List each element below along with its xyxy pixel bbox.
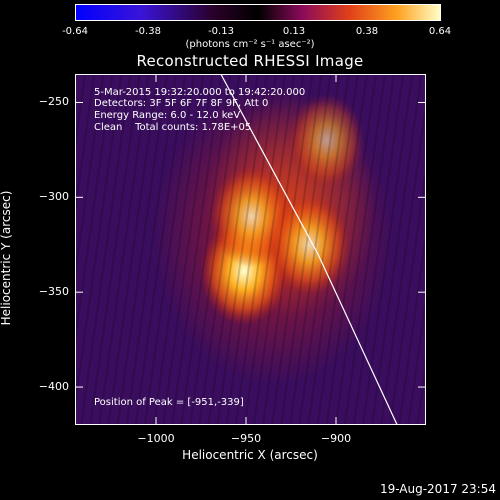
x-tick-label: −900	[320, 432, 352, 445]
heatmap-plot	[75, 74, 426, 425]
x-axis-label: Heliocentric X (arcsec)	[182, 448, 318, 462]
colorbar-tick-label: -0.13	[208, 26, 234, 37]
timestamp: 19-Aug-2017 23:54	[379, 482, 496, 496]
energy-range: Energy Range: 6.0 - 12.0 keV	[94, 110, 241, 121]
y-tick-label: −350	[38, 285, 69, 299]
solar-limb-line	[220, 74, 398, 425]
chart-title: Reconstructed RHESSI Image	[136, 52, 364, 70]
x-tick-label: −1000	[137, 432, 175, 445]
y-tick-label: −400	[38, 380, 69, 394]
colorbar-tick-label: -0.64	[62, 26, 88, 37]
y-axis-label: Heliocentric Y (arcsec)	[0, 190, 13, 326]
colorbar	[75, 4, 441, 21]
time-range: 5-Mar-2015 19:32:20.000 to 19:42:20.000	[94, 87, 306, 98]
colorbar-tick-label: 0.13	[282, 26, 306, 37]
x-tick-label: −950	[230, 432, 262, 445]
clean-counts: Clean Total counts: 1.78E+05	[94, 122, 252, 133]
colorbar-tick-label: 0.64	[428, 26, 452, 37]
peak-position: Position of Peak = [-951,-339]	[94, 397, 244, 408]
detectors-info: Detectors: 3F 5F 6F 7F 8F 9F, Att 0	[94, 98, 269, 109]
y-tick-label: −300	[38, 190, 69, 204]
colorbar-units: (photons cm⁻² s⁻¹ asec⁻²)	[185, 39, 315, 50]
colorbar-tick-label: 0.38	[355, 26, 379, 37]
colorbar-tick-label: -0.38	[135, 26, 161, 37]
y-tick-label: −250	[38, 95, 69, 109]
